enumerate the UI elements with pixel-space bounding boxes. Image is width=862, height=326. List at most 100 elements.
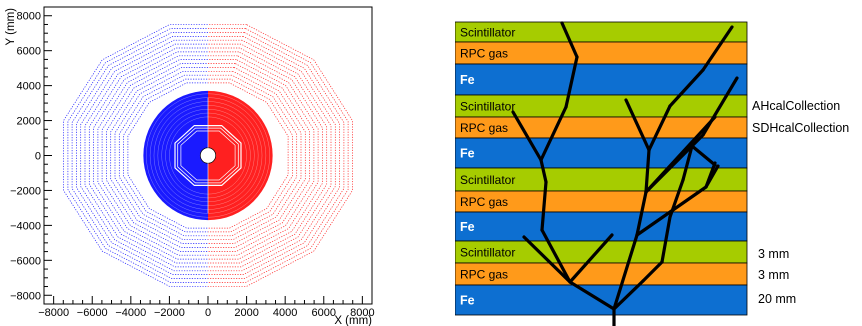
left-half-detector [63,24,208,287]
shower-track [635,190,648,237]
layer-label: Fe [460,220,475,234]
layer-label: Fe [460,73,475,87]
x-tick-label: 0 [205,307,211,319]
y-tick-label: 4000 [17,81,41,93]
muon-layer-ring [123,78,208,233]
muon-layer-ring [101,59,208,252]
thickness-rpc-gas: 3 mm [758,268,789,282]
calorimeter-ring [149,97,208,214]
calorimeter-ring [153,101,208,210]
shower-track [612,233,639,311]
y-tick-label: 6000 [17,46,41,58]
calorimeter-disk [143,90,208,221]
inner-octagon [208,127,239,184]
shower-track [624,98,651,152]
muon-layer-ring [80,39,208,272]
muon-layer-ring [208,32,345,279]
calorimeter-ring [165,112,208,199]
calorimeter-ring [208,97,267,214]
inner-octagon [208,130,236,181]
inner-octagon [177,127,208,184]
y-tick-label: −4000 [10,220,41,232]
shower-track [539,105,568,162]
muon-layer-ring [106,63,208,248]
muon-layer-ring [208,47,328,264]
x-tick-label: 6000 [312,307,336,319]
shower-track [681,144,694,182]
detector-xy-plot: −8000 −6000 −4000 −2000 0 2000 4000 6000 8000 80… [5,6,375,326]
shower-track [668,68,705,108]
shower-track [612,279,645,311]
calorimeter-ring [208,93,270,218]
inner-octagon [174,124,208,186]
muon-layer-ring [63,24,208,287]
shower-track [522,235,572,284]
shower-track [647,104,672,152]
calorimeter-layer-diagram: Scintillator RPC gas Fe Scintillator RPC gas… [455,21,849,326]
muon-layer-ring [118,74,208,237]
shower-track [568,280,616,311]
shower-track [635,185,708,237]
shower-track [564,55,579,109]
layer-fe [455,211,748,242]
shower-track [539,158,548,184]
muon-layer-ring [208,55,319,256]
muon-layer-ring [208,59,315,252]
thickness-scintillator: 3 mm [758,247,789,261]
calorimeter-ring [169,116,208,195]
layer-label: Scintillator [460,100,515,114]
calorimeter-disk [208,90,273,221]
y-tick-label: −6000 [10,255,41,267]
x-axis-label: X (mm) [334,315,372,326]
x-tick-label: −4000 [115,307,146,319]
calorimeter-ring [208,101,263,210]
muon-layer-ring [208,82,289,229]
muon-layer-ring [84,43,208,268]
shower-track [511,110,543,162]
inner-octagon [208,124,242,186]
collection-label-sdhcal: SDHcalCollection [752,121,849,135]
y-tick-label: −2000 [10,185,41,197]
y-axis-ticks: 8000 6000 4000 2000 0 −2000 −4000 −6000 −8000 [10,11,52,302]
x-axis-ticks: −8000 −6000 −4000 −2000 0 2000 4000 6000 8000 [38,296,375,319]
detector-geometry [63,24,353,287]
layer-label: RPC gas [460,195,508,209]
muon-layer-ring [71,32,208,279]
layer-fe [455,137,748,169]
shower-track [701,25,734,72]
layer-label: Fe [460,294,475,308]
y-tick-label: 8000 [17,11,41,23]
x-tick-label: 8000 [350,307,374,319]
shower-track [644,148,651,194]
layer-stack: Scintillator RPC gas Fe Scintillator RPC gas… [455,21,748,316]
inner-octagon [180,130,208,181]
layer-label: RPC gas [460,268,508,282]
muon-layer-ring [76,36,208,275]
muon-layer-ring [208,67,306,244]
muon-layer-ring [208,28,349,283]
shower-track [540,228,572,284]
particle-shower-tracks [511,21,739,326]
thickness-fe: 20 mm [758,292,796,306]
calorimeter-ring [157,105,208,206]
shower-track [641,260,664,283]
y-tick-label: 0 [35,151,41,163]
shower-track [568,233,614,284]
x-tick-label: 2000 [234,307,258,319]
shower-track [644,115,717,194]
muon-layer-ring [208,74,298,237]
y-tick-label: −8000 [10,290,41,302]
layer-label: RPC gas [460,47,508,61]
layer-label: Scintillator [460,173,515,187]
shower-track [704,164,720,189]
muon-layer-ring [67,28,208,283]
layer-fe [455,63,748,96]
layer-label: Fe [460,147,475,161]
layer-label: Scintillator [460,26,515,40]
x-tick-label: −6000 [77,307,108,319]
x-tick-label: −8000 [38,307,69,319]
layer-label: RPC gas [460,121,508,135]
shower-track [560,21,579,59]
shower-track [540,180,548,232]
shower-track [660,215,672,264]
